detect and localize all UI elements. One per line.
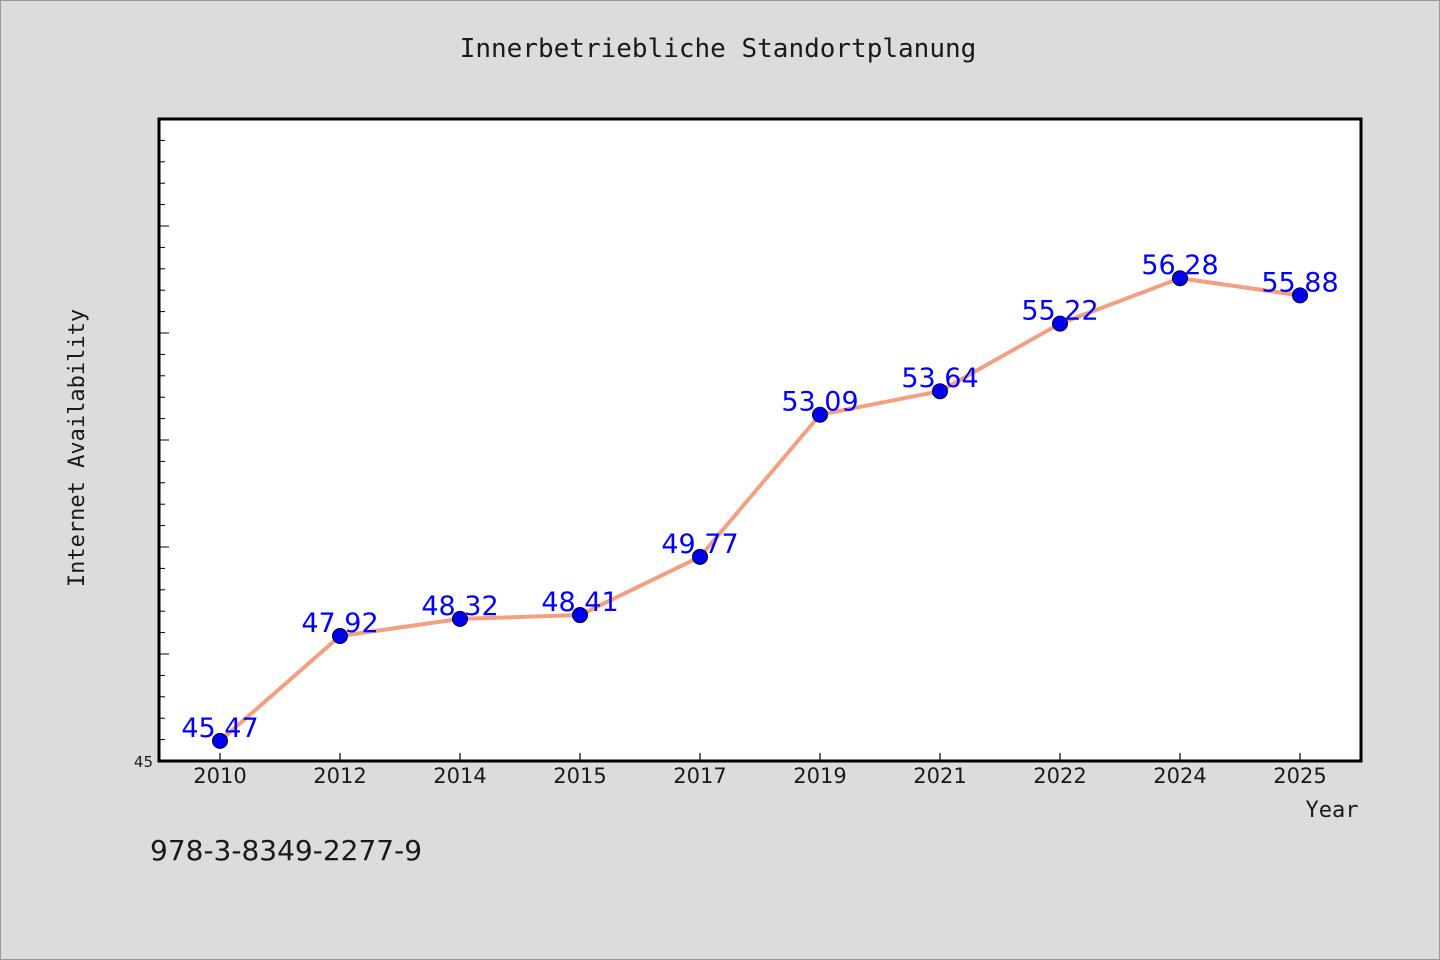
data-point [1172,270,1188,287]
x-axis-ticks: 2010 2012 2014 2015 2017 2019 2021 2022 2024 2025 [193,753,1327,788]
data-point [452,610,468,627]
x-tick-label: 2012 [313,764,366,788]
data-markers [212,270,1308,749]
y-tick-label: 45 [134,753,153,771]
data-label: 53.09 [781,387,858,418]
data-point [212,732,228,749]
data-point [1052,315,1068,332]
data-label: 55.88 [1261,267,1338,298]
data-label: 48.41 [541,587,618,618]
data-point [332,628,348,645]
x-tick-label: 2017 [673,764,726,788]
data-label: 45.47 [181,713,258,744]
data-label: 47.92 [301,608,378,639]
x-tick-label: 2022 [1033,764,1086,788]
data-label: 48.32 [421,591,498,622]
data-label: 49.77 [661,529,738,560]
data-label: 56.28 [1141,250,1218,281]
chart-title: Innerbetriebliche Standortplanung [459,34,977,64]
plot-area [157,117,1363,763]
series-line [218,276,1301,743]
x-tick-label: 2010 [193,764,246,788]
x-tick-label: 2019 [793,764,846,788]
x-tick-label: 2021 [913,764,966,788]
data-point [1292,287,1308,304]
data-point [812,406,828,423]
data-label: 55.22 [1021,296,1098,327]
isbn-text: 978-3-8349-2277-9 [150,834,423,867]
x-axis-label: Year [1306,798,1359,823]
x-tick-label: 2024 [1153,764,1206,788]
x-tick-label: 2015 [553,764,606,788]
data-point [572,607,588,624]
x-tick-label: 2014 [433,764,486,788]
x-tick-label: 2025 [1273,764,1326,788]
data-labels: 45.47 47.92 48.32 48.41 49.77 53.09 53.64 55.22… [181,250,1338,744]
y-axis-label: Internet Availability [65,309,90,587]
y-axis-ticks: 45 [134,139,169,771]
data-label: 53.64 [901,363,978,394]
data-point [932,383,948,400]
data-point [692,548,708,565]
